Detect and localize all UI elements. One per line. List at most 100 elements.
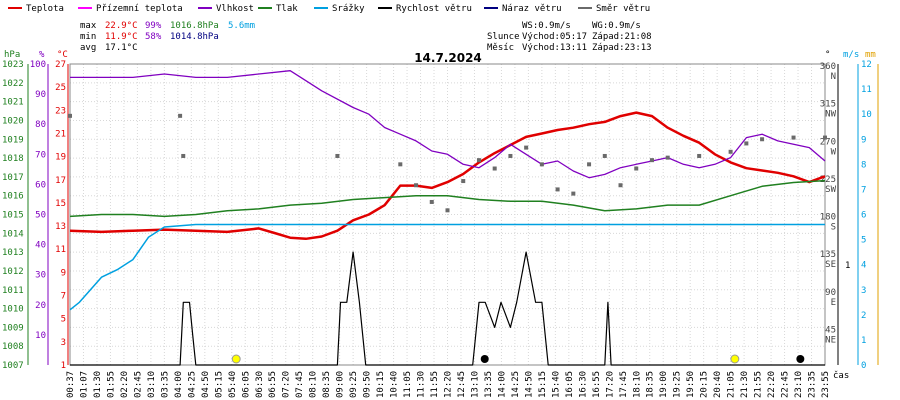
tick-pct: 30 [35,271,46,281]
tick-hpa: 1020 [2,116,24,126]
stat-max-temp: 22.9°C [105,21,138,31]
tick-pct: 90 [35,90,46,100]
axis-label-pct: % [39,50,45,60]
stat-max-press: 1016.8hPa [170,21,219,31]
wind-dir-point [178,113,183,118]
wind-dir-point [634,166,639,171]
tick-dir-name: SW [825,185,836,195]
wind-dir-point [697,153,702,158]
wind-dir-point [476,158,481,163]
tick-pct: 70 [35,150,46,160]
grid [69,63,826,366]
tick-degc: 23 [55,106,66,116]
wind-dir-point [791,135,796,140]
tick-mm: 1 [845,261,850,271]
sun-set: Západ:21:08 [592,32,652,42]
wind-dir-point [492,166,497,171]
x-tick: 07:45 [295,371,305,398]
x-tick: 06:30 [255,371,265,398]
wind-dir-point [461,179,466,184]
x-tick: 12:45 [457,371,467,398]
tick-ms: 12 [861,60,872,70]
tick-pct: 100 [30,60,46,70]
x-tick: 13:35 [484,371,494,398]
x-tick: 10:40 [390,371,400,398]
tick-dir: 135 SE [820,250,836,270]
tick-ms: 11 [861,85,872,95]
x-tick: 21:05 [727,371,737,398]
x-tick: 00:37 [66,371,76,398]
tick-degc: 17 [55,176,66,186]
tick-dir: 45 NE [825,325,836,345]
x-tick: 06:05 [241,371,251,398]
x-tick: 05:40 [228,371,238,398]
x-tick: 04:00 [174,371,184,398]
x-tick: 18:10 [632,371,642,398]
x-tick: 13:10 [470,371,480,398]
wind-dir-point [445,208,450,213]
tick-degc: 1 [61,361,66,371]
wind-dir-point [429,199,434,204]
moonrise-marker [480,355,489,363]
tick-dir-deg: 315 [820,100,836,110]
wind-dir-point [539,162,544,167]
tick-degc: 3 [61,338,66,348]
stat-max-hum: 99% [145,21,162,31]
sun-rise: Východ:05:17 [522,32,587,42]
stat-rain: 5.6mm [228,21,255,31]
tick-dir-deg: 360 [820,62,836,72]
x-tick: 22:20 [767,371,777,398]
tick-ms: 6 [861,211,866,221]
tick-dir-deg: 135 [820,250,836,260]
tick-hpa: 1019 [2,135,24,145]
axis-label-hpa: hPa [4,50,20,60]
tick-ms: 10 [861,110,872,120]
tick-degc: 13 [55,222,66,232]
series-pressure [69,179,826,218]
x-tick: 20:40 [713,371,723,398]
x-tick: 18:35 [646,371,656,398]
tick-dir-name: S [831,223,836,233]
tick-dir-deg: 225 [820,175,836,185]
tick-hpa: 1011 [2,286,24,296]
tick-degc: 19 [55,153,66,163]
tick-hpa: 1009 [2,323,24,333]
wind-dir-point [649,158,654,163]
x-tick: 08:10 [309,371,319,398]
header-stats: max 22.9°C 99% 1016.8hPa 5.6mm min 11.9°… [80,21,652,53]
x-tick: 02:45 [133,371,143,398]
stat-avg-label: avg [80,43,96,53]
x-tick: 17:45 [619,371,629,398]
tick-pct: 10 [35,331,46,341]
tick-pct: 20 [35,301,46,311]
x-tick: 14:25 [511,371,521,398]
wind-dir-point [602,153,607,158]
tick-ms: 5 [861,236,866,246]
wind-dir-point [335,153,340,158]
stat-min-hum: 58% [145,32,162,42]
x-tick: 21:30 [740,371,750,398]
x-tick: 04:50 [201,371,211,398]
sunrise-marker [231,354,241,364]
tick-hpa: 1014 [2,229,24,239]
x-tick: 23:35 [808,371,818,398]
x-tick: 22:45 [781,371,791,398]
series-humidity [70,70,826,179]
plot-area [68,70,827,366]
tick-degc: 27 [55,60,66,70]
x-tick: 08:35 [322,371,332,398]
tick-ms: 8 [861,160,866,170]
x-tick: 05:15 [214,371,224,398]
legend-label-precip: Srážky [332,4,365,14]
stat-min-press: 1014.8hPa [170,32,219,42]
x-tick: 15:40 [551,371,561,398]
wind-dir-point [665,155,670,160]
axes: 1023102210211020101910181017101610151014… [2,60,879,398]
tick-dir-name: NW [825,110,836,120]
wind-dir-point [555,187,560,192]
wind-dir-point [728,149,733,154]
tick-hpa: 1015 [2,211,24,221]
axis-label-dir: ° [825,50,830,60]
tick-hpa: 1012 [2,267,24,277]
stat-avg-temp: 17.1°C [105,43,138,53]
